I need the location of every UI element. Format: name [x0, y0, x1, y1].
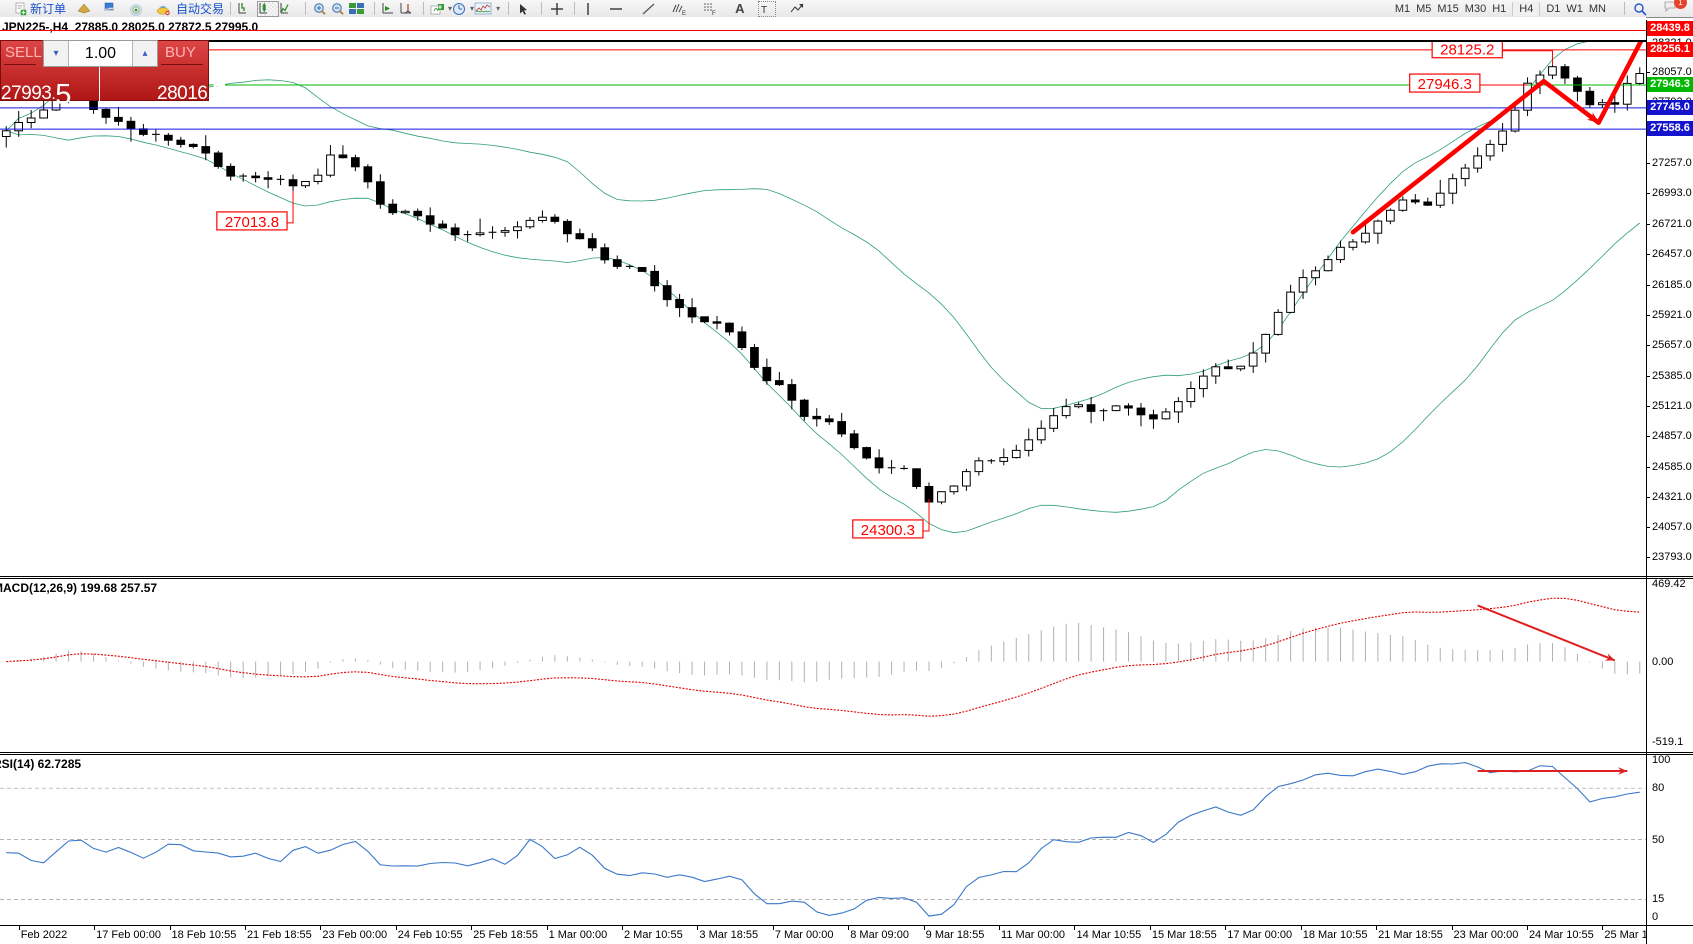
svg-text:T: T: [761, 5, 767, 16]
svg-text:E: E: [682, 11, 686, 16]
svg-text:27013.8: 27013.8: [225, 214, 279, 231]
svg-text:F: F: [712, 11, 716, 16]
svg-text:27946.3: 27946.3: [1418, 76, 1472, 93]
svg-text:24300.3: 24300.3: [861, 522, 915, 539]
svg-text:28125.2: 28125.2: [1440, 42, 1494, 59]
